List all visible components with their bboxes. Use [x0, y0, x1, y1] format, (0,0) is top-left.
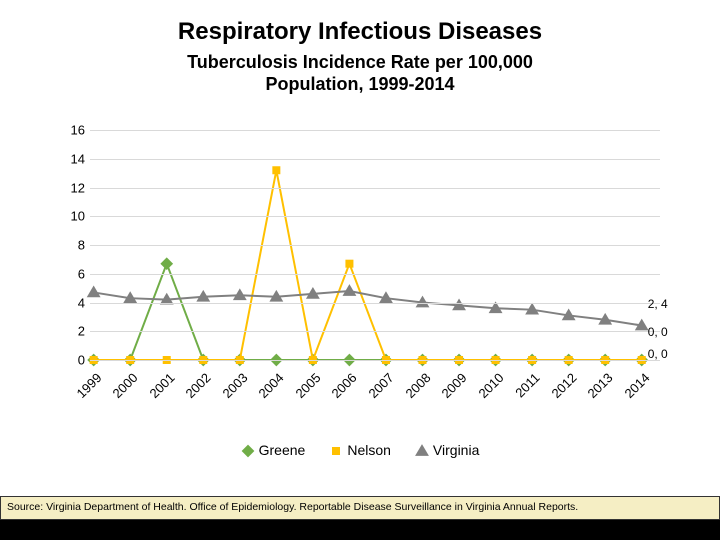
series-line-virginia — [94, 291, 642, 326]
x-tick-label: 2005 — [292, 370, 323, 401]
gridline — [90, 303, 660, 304]
x-tick-label: 2000 — [110, 370, 141, 401]
x-tick-label: 2011 — [512, 370, 542, 400]
legend-item-virginia: Virginia — [415, 442, 479, 458]
legend-label: Nelson — [347, 442, 391, 458]
gridline — [90, 130, 660, 131]
source-citation: Source: Virginia Department of Health. O… — [0, 496, 720, 520]
chart-subtitle: Tuberculosis Incidence Rate per 100,000P… — [0, 52, 720, 95]
series-marker-virginia — [343, 284, 357, 296]
x-tick-label: 2001 — [146, 370, 177, 401]
y-tick-label: 6 — [61, 266, 85, 281]
y-tick-label: 16 — [61, 123, 85, 138]
gridline — [90, 245, 660, 246]
x-tick-label: 2008 — [402, 370, 433, 401]
gridline — [90, 159, 660, 160]
y-tick-label: 12 — [61, 180, 85, 195]
data-label: 0, 0 — [648, 347, 668, 361]
x-tick-label: 2006 — [329, 370, 360, 401]
x-tick-label: 2010 — [475, 370, 506, 401]
x-tick-label: 2012 — [548, 370, 579, 401]
legend: Greene Nelson Virginia — [0, 442, 720, 458]
x-tick-label: 2002 — [183, 370, 214, 401]
series-marker-virginia — [233, 288, 247, 300]
series-marker-virginia — [87, 286, 101, 298]
y-tick-label: 4 — [61, 295, 85, 310]
chart: 0246810121416 19992000200120022003200420… — [60, 130, 660, 400]
gridline — [90, 188, 660, 189]
series-marker-greene — [160, 257, 173, 270]
data-label: 2, 4 — [648, 297, 668, 311]
legend-label: Greene — [259, 442, 306, 458]
x-tick-label: 2014 — [621, 370, 652, 401]
series-marker-nelson — [345, 260, 353, 268]
y-tick-label: 2 — [61, 324, 85, 339]
plot-area — [90, 130, 660, 360]
legend-item-greene: Greene — [241, 442, 306, 458]
series-marker-nelson — [272, 166, 280, 174]
x-tick-label: 2007 — [366, 370, 397, 401]
y-tick-label: 10 — [61, 209, 85, 224]
y-tick-label: 14 — [61, 151, 85, 166]
legend-label: Virginia — [433, 442, 479, 458]
x-tick-label: 2004 — [256, 370, 287, 401]
legend-item-nelson: Nelson — [329, 442, 391, 458]
slide: Respiratory Infectious Diseases Tubercul… — [0, 0, 720, 496]
gridline — [90, 360, 660, 361]
square-icon — [329, 444, 343, 458]
x-tick-label: 2003 — [219, 370, 250, 401]
x-tick-label: 2013 — [585, 370, 616, 401]
y-tick-label: 8 — [61, 238, 85, 253]
data-label: 0, 0 — [648, 325, 668, 339]
y-tick-label: 0 — [61, 353, 85, 368]
x-axis: 1999200020012002200320042005200620072008… — [90, 364, 660, 404]
gridline — [90, 274, 660, 275]
x-tick-label: 1999 — [73, 370, 104, 401]
diamond-icon — [241, 444, 255, 458]
gridline — [90, 331, 660, 332]
triangle-icon — [415, 444, 429, 458]
gridline — [90, 216, 660, 217]
x-tick-label: 2009 — [439, 370, 470, 401]
page-title: Respiratory Infectious Diseases — [0, 0, 720, 46]
